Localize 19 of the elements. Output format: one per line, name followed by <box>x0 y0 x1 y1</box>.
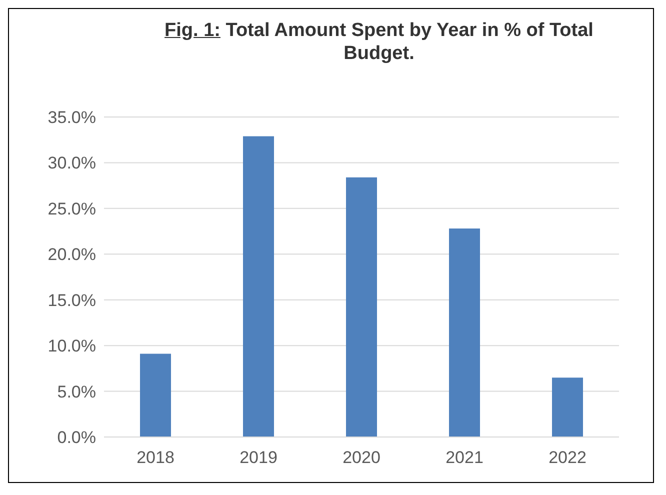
bar <box>140 354 171 437</box>
x-tick-label: 2022 <box>548 448 586 468</box>
x-tick-label: 2020 <box>342 448 380 468</box>
y-tick-label: 25.0% <box>48 199 96 218</box>
bar <box>346 177 377 437</box>
y-tick-label: 15.0% <box>48 290 96 310</box>
y-tick-label: 20.0% <box>48 245 96 264</box>
x-tick-label: 2019 <box>240 448 278 468</box>
y-tick-label: 5.0% <box>57 382 96 402</box>
x-tick-label: 2021 <box>446 448 484 468</box>
y-tick-label: 0.0% <box>57 428 96 448</box>
y-tick-label: 10.0% <box>48 336 96 356</box>
chart-title: Fig. 1: Total Amount Spent by Year in % of Total Budget. <box>164 19 594 65</box>
x-tick-label: 2018 <box>136 448 174 468</box>
bar <box>552 378 583 437</box>
bar <box>449 228 480 437</box>
y-tick-label: 35.0% <box>48 108 96 128</box>
bar <box>243 136 274 437</box>
y-tick-label: 30.0% <box>48 154 96 173</box>
